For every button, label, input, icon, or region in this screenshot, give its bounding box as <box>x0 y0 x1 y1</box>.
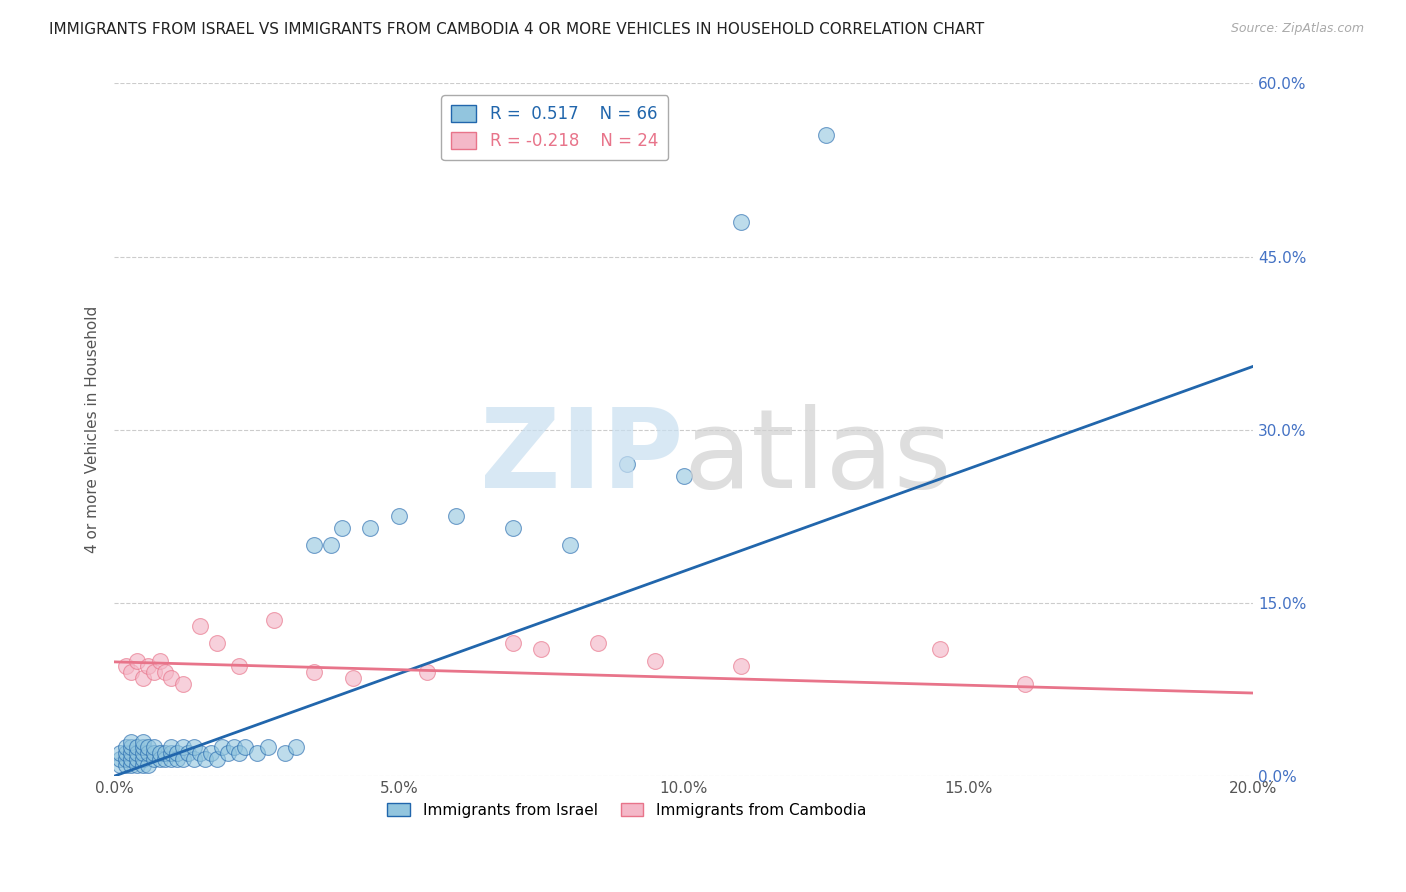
Point <box>108 752 131 766</box>
Point <box>166 752 188 766</box>
Point <box>211 740 233 755</box>
Point <box>138 659 160 673</box>
Point <box>143 752 166 766</box>
Text: IMMIGRANTS FROM ISRAEL VS IMMIGRANTS FROM CAMBODIA 4 OR MORE VEHICLES IN HOUSEHO: IMMIGRANTS FROM ISRAEL VS IMMIGRANTS FRO… <box>49 22 984 37</box>
Point <box>143 740 166 755</box>
Text: ZIP: ZIP <box>481 404 683 511</box>
Point <box>125 752 148 766</box>
Point <box>444 509 467 524</box>
Point <box>319 538 342 552</box>
Point <box>160 740 183 755</box>
Point <box>155 746 177 760</box>
Point <box>730 659 752 673</box>
Point <box>114 746 136 760</box>
Point <box>172 752 194 766</box>
Point <box>205 636 228 650</box>
Point <box>644 654 666 668</box>
Point <box>217 746 239 760</box>
Point <box>143 665 166 680</box>
Point <box>138 757 160 772</box>
Point <box>730 215 752 229</box>
Point <box>138 740 160 755</box>
Point <box>188 746 211 760</box>
Point <box>194 752 217 766</box>
Point <box>285 740 308 755</box>
Point <box>1014 677 1036 691</box>
Point <box>183 740 205 755</box>
Point <box>558 538 581 552</box>
Point <box>616 458 638 472</box>
Point <box>588 636 610 650</box>
Point <box>502 636 524 650</box>
Point <box>125 740 148 755</box>
Point <box>302 665 325 680</box>
Y-axis label: 4 or more Vehicles in Household: 4 or more Vehicles in Household <box>86 306 100 553</box>
Point <box>274 746 297 760</box>
Point <box>177 746 200 760</box>
Point <box>233 740 256 755</box>
Point <box>815 128 838 143</box>
Point <box>143 746 166 760</box>
Point <box>138 746 160 760</box>
Point <box>222 740 245 755</box>
Point <box>120 734 142 748</box>
Point <box>530 642 553 657</box>
Point <box>131 757 153 772</box>
Point <box>188 619 211 633</box>
Point <box>114 752 136 766</box>
Point <box>166 746 188 760</box>
Point <box>342 671 364 685</box>
Point <box>183 752 205 766</box>
Point <box>120 757 142 772</box>
Point <box>245 746 267 760</box>
Point <box>149 752 172 766</box>
Point <box>160 746 183 760</box>
Point <box>108 757 131 772</box>
Point <box>263 613 285 627</box>
Point <box>160 671 183 685</box>
Point <box>149 654 172 668</box>
Point <box>120 665 142 680</box>
Point <box>108 746 131 760</box>
Text: atlas: atlas <box>683 404 952 511</box>
Point <box>120 740 142 755</box>
Point <box>502 521 524 535</box>
Point <box>131 752 153 766</box>
Point <box>228 659 250 673</box>
Point <box>302 538 325 552</box>
Point <box>131 746 153 760</box>
Point <box>114 659 136 673</box>
Point <box>416 665 439 680</box>
Point <box>131 671 153 685</box>
Point <box>131 740 153 755</box>
Point <box>330 521 353 535</box>
Point <box>131 734 153 748</box>
Point <box>672 469 695 483</box>
Point <box>160 752 183 766</box>
Point <box>114 757 136 772</box>
Point <box>360 521 382 535</box>
Legend: Immigrants from Israel, Immigrants from Cambodia: Immigrants from Israel, Immigrants from … <box>381 797 872 824</box>
Point <box>120 746 142 760</box>
Point <box>114 740 136 755</box>
Point <box>172 740 194 755</box>
Point <box>200 746 222 760</box>
Point <box>172 677 194 691</box>
Point <box>205 752 228 766</box>
Point <box>125 746 148 760</box>
Point <box>149 746 172 760</box>
Point <box>120 752 142 766</box>
Point <box>125 757 148 772</box>
Point <box>388 509 411 524</box>
Point <box>125 654 148 668</box>
Point <box>228 746 250 760</box>
Point <box>155 665 177 680</box>
Point <box>257 740 280 755</box>
Point <box>155 752 177 766</box>
Point <box>929 642 952 657</box>
Text: Source: ZipAtlas.com: Source: ZipAtlas.com <box>1230 22 1364 36</box>
